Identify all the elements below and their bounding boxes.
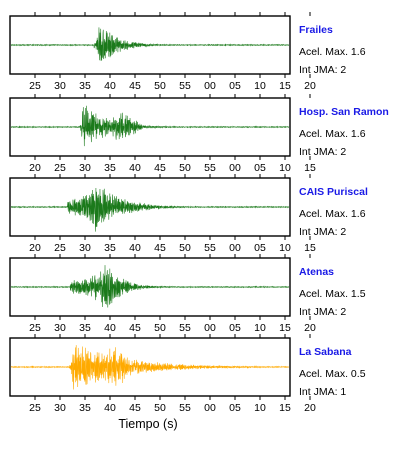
tick-label: 55 bbox=[179, 402, 191, 414]
tick-label: 25 bbox=[54, 242, 66, 254]
tick-label: 05 bbox=[254, 242, 266, 254]
accel-max-value: Acel. Max. 1.6 bbox=[299, 46, 366, 58]
tick-label: 30 bbox=[54, 402, 66, 414]
tick-label: 45 bbox=[129, 402, 141, 414]
tick-label: 30 bbox=[54, 80, 66, 92]
tick-label: 20 bbox=[304, 402, 316, 414]
tick-label: 40 bbox=[104, 80, 116, 92]
tick-label: 30 bbox=[79, 162, 91, 174]
tick-label: 20 bbox=[29, 242, 41, 254]
tick-label: 35 bbox=[79, 402, 91, 414]
tick-label: 50 bbox=[154, 80, 166, 92]
panel-frame bbox=[9, 15, 291, 75]
tick-label: 05 bbox=[229, 80, 241, 92]
tick-label: 15 bbox=[304, 162, 316, 174]
panel-4: 25 30 35 40 45 50 55 00 05 10 15 20 La Sabana Acel. M… bbox=[9, 334, 366, 414]
tick-label: 15 bbox=[279, 80, 291, 92]
tick-label: 55 bbox=[204, 242, 216, 254]
panel-2: 20 25 30 35 40 45 50 55 00 05 10 15 CAIS Puriscal Ace… bbox=[9, 174, 368, 254]
waveform-trace bbox=[10, 27, 290, 61]
tick-label: 55 bbox=[204, 162, 216, 174]
tick-label: 55 bbox=[179, 80, 191, 92]
tick-label: 40 bbox=[129, 162, 141, 174]
int-jma-value: Int JMA: 2 bbox=[299, 226, 346, 238]
x-axis-label: Tiempo (s) bbox=[118, 417, 177, 431]
tick-label: 20 bbox=[304, 322, 316, 334]
panel-frame bbox=[9, 177, 291, 237]
int-jma-value: Int JMA: 2 bbox=[299, 306, 346, 318]
tick-label: 10 bbox=[279, 162, 291, 174]
tick-label: 00 bbox=[204, 80, 216, 92]
tick-label: 15 bbox=[279, 322, 291, 334]
station-name: La Sabana bbox=[299, 346, 352, 358]
tick-label: 05 bbox=[229, 322, 241, 334]
tick-label: 20 bbox=[29, 162, 41, 174]
int-jma-value: Int JMA: 2 bbox=[299, 146, 346, 158]
panel-0: 25 30 35 40 45 50 55 00 05 10 15 20 Frailes Acel. Max… bbox=[9, 12, 366, 92]
tick-label: 45 bbox=[129, 322, 141, 334]
waveform-trace bbox=[10, 105, 290, 147]
panel-1: 20 25 30 35 40 45 50 55 00 05 10 15 Hosp. San Ramon A… bbox=[9, 94, 389, 174]
accel-max-value: Acel. Max. 1.5 bbox=[299, 288, 366, 300]
tick-label: 00 bbox=[204, 402, 216, 414]
tick-label: 25 bbox=[29, 80, 41, 92]
tick-label: 10 bbox=[254, 80, 266, 92]
tick-label: 00 bbox=[229, 242, 241, 254]
tick-label: 30 bbox=[54, 322, 66, 334]
tick-label: 50 bbox=[154, 322, 166, 334]
waveform-trace bbox=[10, 188, 290, 232]
tick-label: 40 bbox=[104, 402, 116, 414]
tick-label: 35 bbox=[104, 162, 116, 174]
station-name: Hosp. San Ramon bbox=[299, 106, 389, 118]
station-name: Frailes bbox=[299, 24, 333, 36]
tick-label: 25 bbox=[29, 322, 41, 334]
tick-label: 50 bbox=[179, 162, 191, 174]
tick-label: 40 bbox=[129, 242, 141, 254]
tick-label: 10 bbox=[254, 402, 266, 414]
tick-label: 05 bbox=[254, 162, 266, 174]
tick-label: 45 bbox=[129, 80, 141, 92]
waveform-trace bbox=[10, 265, 290, 308]
tick-label: 50 bbox=[179, 242, 191, 254]
tick-label: 00 bbox=[204, 322, 216, 334]
tick-label: 45 bbox=[154, 242, 166, 254]
tick-label: 35 bbox=[79, 322, 91, 334]
panel-frame bbox=[9, 337, 291, 397]
tick-label: 50 bbox=[154, 402, 166, 414]
panel-3: 25 30 35 40 45 50 55 00 05 10 15 20 Atenas Acel. Max.… bbox=[9, 254, 366, 334]
tick-label: 00 bbox=[229, 162, 241, 174]
accel-max-value: Acel. Max. 0.5 bbox=[299, 368, 366, 380]
int-jma-value: Int JMA: 2 bbox=[299, 64, 346, 76]
accel-max-value: Acel. Max. 1.6 bbox=[299, 208, 366, 220]
accel-max-value: Acel. Max. 1.6 bbox=[299, 128, 366, 140]
tick-label: 15 bbox=[304, 242, 316, 254]
tick-label: 25 bbox=[54, 162, 66, 174]
panel-frame bbox=[9, 257, 291, 317]
tick-label: 25 bbox=[29, 402, 41, 414]
tick-label: 05 bbox=[229, 402, 241, 414]
tick-label: 15 bbox=[279, 402, 291, 414]
int-jma-value: Int JMA: 1 bbox=[299, 386, 346, 398]
tick-label: 20 bbox=[304, 80, 316, 92]
tick-label: 10 bbox=[279, 242, 291, 254]
tick-label: 45 bbox=[154, 162, 166, 174]
tick-label: 35 bbox=[79, 80, 91, 92]
station-name: Atenas bbox=[299, 266, 334, 278]
tick-label: 10 bbox=[254, 322, 266, 334]
tick-label: 55 bbox=[179, 322, 191, 334]
waveform-trace bbox=[10, 345, 290, 390]
station-name: CAIS Puriscal bbox=[299, 186, 368, 198]
tick-label: 40 bbox=[104, 322, 116, 334]
tick-label: 30 bbox=[79, 242, 91, 254]
panel-frame bbox=[9, 97, 291, 157]
tick-label: 35 bbox=[104, 242, 116, 254]
